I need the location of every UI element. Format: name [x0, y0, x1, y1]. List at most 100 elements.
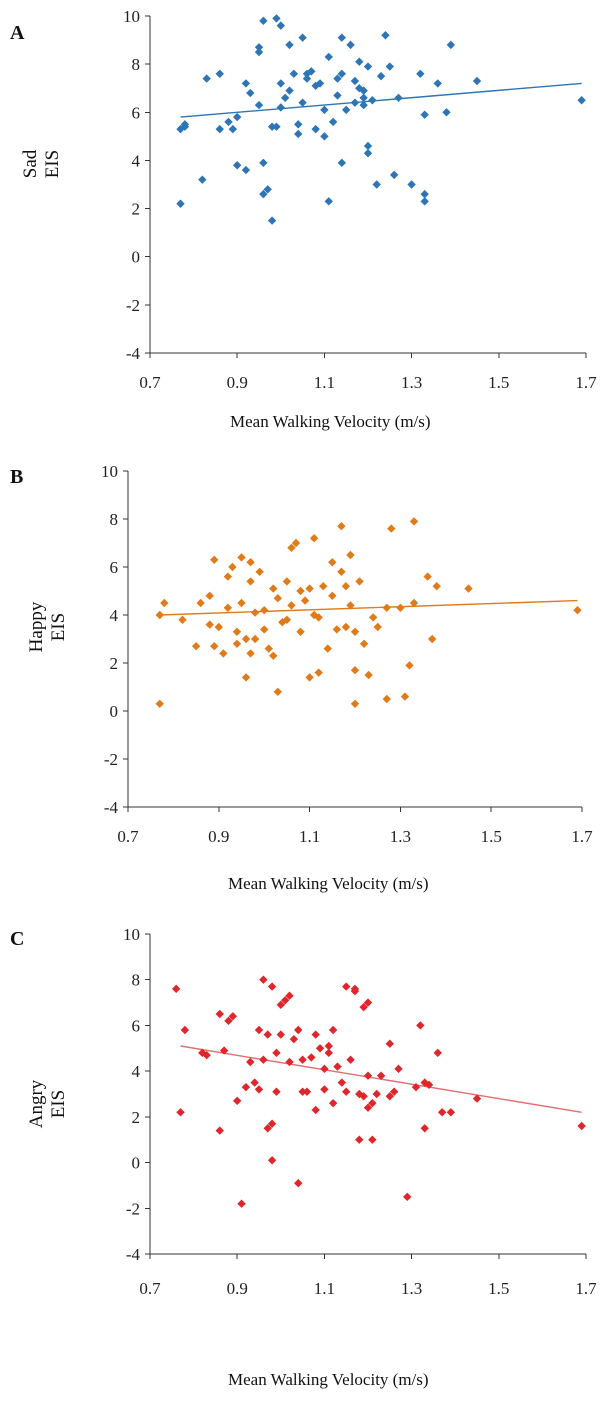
- data-point: [273, 594, 283, 603]
- data-point: [381, 31, 390, 40]
- y-tick-label: 4: [132, 1062, 141, 1081]
- data-point: [273, 687, 283, 696]
- data-point: [442, 108, 451, 117]
- data-point: [215, 69, 224, 78]
- data-point: [337, 522, 346, 531]
- data-point: [285, 86, 294, 95]
- data-point: [320, 1085, 329, 1094]
- data-point: [355, 577, 364, 586]
- data-point: [215, 1009, 224, 1019]
- data-point: [333, 74, 342, 83]
- data-point: [228, 1012, 238, 1021]
- data-point: [276, 103, 285, 112]
- data-point: [389, 170, 399, 180]
- data-point: [337, 1078, 347, 1087]
- y-tick-label: 2: [110, 654, 119, 673]
- data-point: [332, 625, 342, 634]
- data-point: [233, 112, 242, 122]
- y-tick-label: 8: [110, 510, 119, 529]
- data-point: [263, 1030, 272, 1039]
- data-point: [341, 582, 351, 591]
- data-point: [171, 984, 181, 994]
- data-point: [373, 622, 382, 632]
- data-point: [223, 603, 233, 612]
- chart-panel-a: A Sad EIS 10 8 6 4 2 0 -2 -4 0.7 0.9 1.1 1.3 1.5 1.7 …: [0, 0, 604, 460]
- y-tick-label: 0: [132, 1154, 141, 1173]
- data-point: [205, 620, 214, 629]
- data-point: [237, 553, 246, 562]
- data-point: [394, 93, 403, 103]
- x-tick-label: 1.5: [488, 1279, 509, 1298]
- data-point: [302, 1087, 312, 1096]
- data-point: [287, 601, 296, 610]
- data-point: [289, 1034, 299, 1044]
- data-point: [263, 185, 272, 194]
- data-point: [302, 74, 312, 83]
- data-point: [264, 644, 273, 653]
- y-tick-label: 6: [110, 558, 119, 577]
- y-tick-label: -4: [104, 798, 119, 817]
- data-point: [382, 603, 391, 612]
- data-point: [350, 699, 360, 708]
- data-point: [346, 40, 355, 50]
- data-point: [577, 96, 586, 105]
- x-tick-label: 0.7: [139, 373, 161, 392]
- data-point: [376, 71, 386, 81]
- data-point: [420, 1124, 429, 1133]
- data-point: [296, 627, 305, 636]
- data-point: [289, 69, 299, 78]
- data-point: [577, 1121, 586, 1131]
- data-point: [254, 1085, 264, 1094]
- data-point: [416, 69, 425, 78]
- data-point: [285, 1057, 294, 1067]
- x-tick-label: 1.3: [401, 1279, 422, 1298]
- data-point: [472, 1094, 482, 1103]
- data-point: [282, 577, 292, 586]
- data-point: [205, 591, 214, 600]
- data-point: [437, 1108, 447, 1117]
- data-point: [228, 124, 238, 134]
- x-tick-label: 1.5: [481, 827, 502, 846]
- x-tick-label: 1.5: [488, 373, 509, 392]
- data-point: [237, 598, 246, 608]
- data-point: [396, 603, 405, 612]
- data-point: [315, 1044, 325, 1053]
- y-tick-label: 4: [132, 151, 141, 170]
- data-point: [324, 197, 333, 206]
- y-tick-label: 8: [132, 55, 141, 74]
- data-point: [305, 584, 314, 593]
- x-axis-label: Mean Walking Velocity (m/s): [228, 1370, 429, 1389]
- data-point: [232, 627, 242, 636]
- y-tick-label: -4: [126, 344, 141, 363]
- data-point: [350, 666, 360, 675]
- y-tick-label: 10: [101, 462, 118, 481]
- x-tick-label: 0.9: [208, 827, 229, 846]
- data-point: [294, 1178, 303, 1188]
- data-point: [423, 572, 432, 581]
- x-tick-label: 1.1: [314, 1279, 335, 1298]
- data-point: [155, 699, 164, 708]
- data-point: [210, 642, 219, 651]
- data-point: [372, 1089, 381, 1099]
- data-point: [446, 40, 456, 50]
- y-tick-label: 2: [132, 200, 141, 219]
- data-point: [241, 634, 251, 644]
- scatter-plot: 10 8 6 4 2 0 -2 -4 0.7 0.9 1.1 1.3 1.5 1.7: [123, 7, 597, 392]
- data-point: [259, 158, 268, 168]
- data-point: [363, 141, 373, 151]
- data-point: [403, 1192, 412, 1202]
- data-point: [176, 199, 185, 208]
- data-point: [311, 1105, 320, 1115]
- data-point: [272, 1048, 281, 1058]
- data-point: [350, 98, 360, 107]
- data-point: [255, 567, 264, 576]
- x-tick-label: 1.7: [575, 373, 597, 392]
- data-point: [420, 189, 429, 199]
- data-point: [420, 110, 429, 119]
- data-point: [241, 673, 251, 682]
- data-point: [237, 1199, 246, 1208]
- data-point: [276, 21, 285, 30]
- x-tick-label: 1.3: [401, 373, 422, 392]
- data-point: [250, 1078, 259, 1087]
- y-tick-label: -2: [126, 296, 140, 315]
